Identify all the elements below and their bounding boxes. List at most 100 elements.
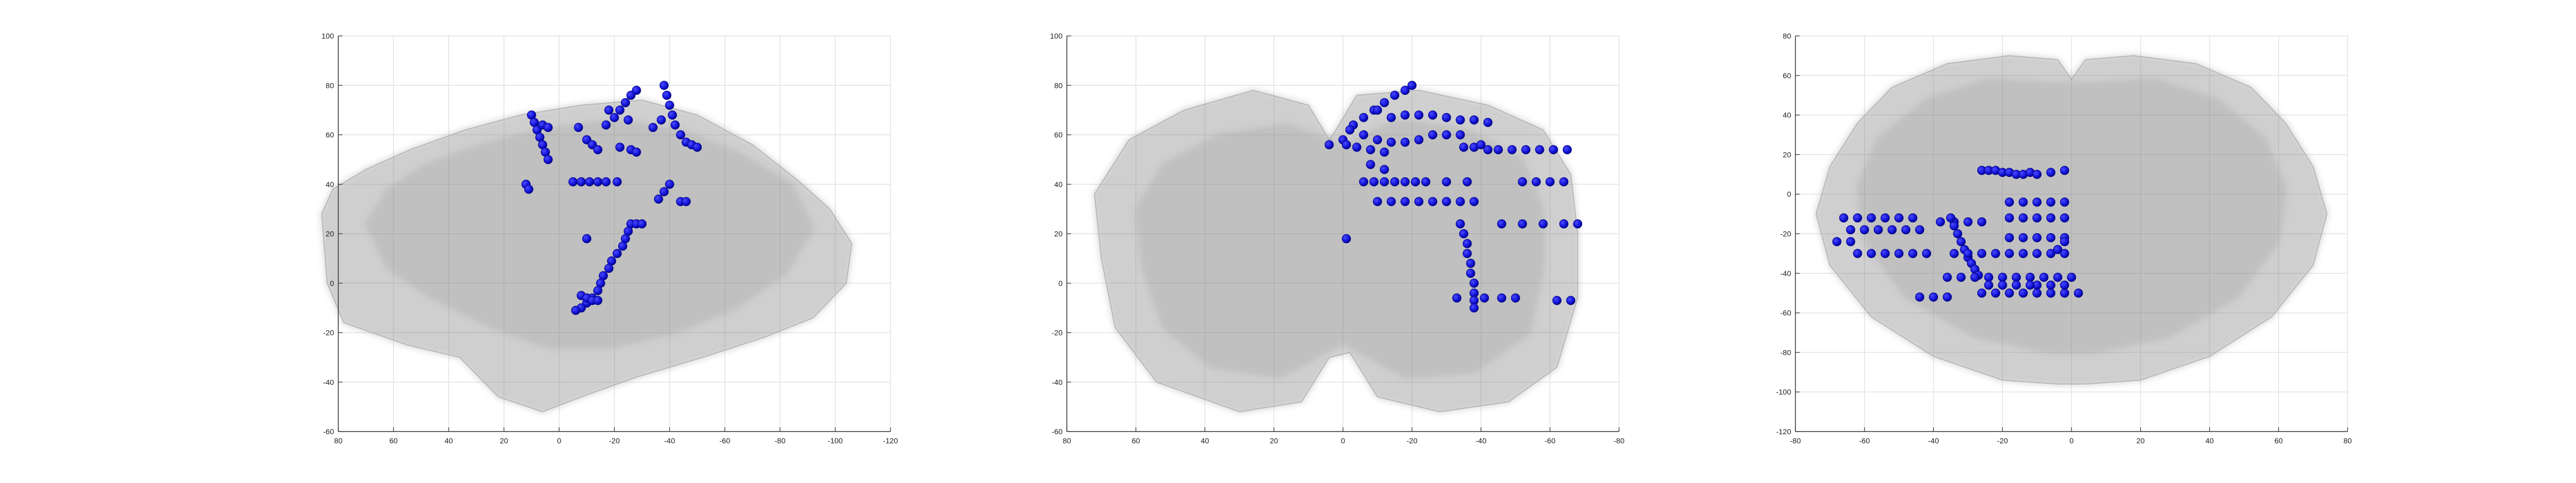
electrode-point bbox=[1483, 117, 1493, 127]
electrode-point bbox=[2018, 249, 2028, 258]
x-tick-label: -60 bbox=[719, 436, 730, 445]
electrode-point bbox=[1846, 237, 1855, 247]
x-tick-label: 0 bbox=[2069, 436, 2074, 445]
electrode-point bbox=[1559, 219, 1569, 229]
y-tick-label: -40 bbox=[323, 378, 334, 387]
x-tick-label: 60 bbox=[2274, 436, 2283, 445]
electrode-point bbox=[1428, 197, 1437, 206]
electrode-point bbox=[615, 143, 625, 152]
y-tick-label: -120 bbox=[1776, 427, 1791, 436]
electrode-point bbox=[1386, 137, 1396, 147]
electrode-point bbox=[1887, 225, 1897, 235]
electrode-point bbox=[1946, 213, 1956, 222]
electrode-point bbox=[1497, 219, 1506, 229]
x-tick-label: 80 bbox=[334, 436, 343, 445]
electrode-series bbox=[521, 80, 702, 315]
electrode-point bbox=[576, 177, 586, 187]
electrode-point bbox=[670, 120, 680, 130]
electrode-point bbox=[1386, 113, 1396, 122]
y-tick-label: 80 bbox=[325, 81, 334, 90]
electrode-point bbox=[1977, 288, 1987, 298]
electrode-point bbox=[2060, 237, 2069, 247]
y-tick-label: -100 bbox=[1776, 388, 1791, 396]
electrode-point bbox=[1459, 143, 1468, 152]
y-tick-label: 80 bbox=[1054, 81, 1063, 90]
electrode-point bbox=[1469, 278, 1479, 288]
y-tick-label: 0 bbox=[330, 279, 334, 287]
y-tick-label: 20 bbox=[1054, 229, 1063, 238]
electrode-point bbox=[1341, 234, 1351, 243]
electrode-point bbox=[1867, 213, 1876, 222]
electrode-point bbox=[1867, 249, 1876, 258]
electrode-point bbox=[2053, 272, 2062, 282]
x-tick-label: 40 bbox=[2206, 436, 2214, 445]
y-tick-label: 20 bbox=[1783, 150, 1791, 159]
y-tick-label: 60 bbox=[325, 131, 334, 139]
electrode-point bbox=[1562, 145, 1572, 154]
electrode-point bbox=[604, 264, 614, 273]
electrode-point bbox=[602, 120, 611, 130]
electrode-point bbox=[602, 177, 611, 187]
electrode-point bbox=[1456, 197, 1465, 206]
electrode-point bbox=[1494, 145, 1503, 154]
electrode-point bbox=[681, 197, 691, 206]
electrode-point bbox=[1532, 177, 1541, 187]
electrode-point bbox=[2046, 197, 2055, 207]
electrode-point bbox=[1345, 125, 1355, 135]
y-tick-label: -40 bbox=[1052, 378, 1063, 387]
electrode-point bbox=[665, 100, 674, 110]
y-tick-label: -20 bbox=[323, 329, 334, 337]
electrode-point bbox=[618, 241, 627, 251]
x-tick-label: 80 bbox=[1063, 436, 1071, 445]
electrode-point bbox=[1991, 249, 2000, 258]
electrode-point bbox=[1324, 140, 1334, 150]
electrode-point bbox=[2060, 280, 2069, 290]
y-tick-label: 40 bbox=[325, 180, 334, 189]
electrode-point bbox=[2032, 197, 2042, 207]
electrode-point bbox=[1956, 237, 1966, 247]
electrode-point bbox=[1880, 213, 1890, 222]
electrode-point bbox=[667, 110, 677, 120]
electrode-point bbox=[1991, 288, 2000, 298]
electrode-point bbox=[1497, 293, 1506, 303]
electrode-point bbox=[1908, 213, 1918, 222]
y-tick-label: -40 bbox=[1780, 269, 1791, 278]
electrode-point bbox=[1386, 197, 1396, 206]
x-tick-label: 0 bbox=[1341, 436, 1345, 445]
electrode-point bbox=[1573, 219, 1583, 229]
electrode-point bbox=[1400, 177, 1410, 187]
electrode-point bbox=[1400, 197, 1410, 206]
x-tick-label: -40 bbox=[1475, 436, 1486, 445]
electrode-point bbox=[1545, 177, 1555, 187]
y-tick-label: 0 bbox=[1058, 279, 1063, 287]
electrode-series bbox=[1324, 80, 1583, 313]
brain-inner-structure bbox=[1857, 79, 2287, 353]
electrode-point bbox=[1853, 213, 1862, 222]
x-tick-label: -100 bbox=[828, 436, 843, 445]
y-tick-label: 40 bbox=[1054, 180, 1063, 189]
y-tick-label: 20 bbox=[325, 229, 334, 238]
electrode-point bbox=[1901, 225, 1911, 235]
electrode-point bbox=[1359, 177, 1369, 187]
electrode-point bbox=[1469, 115, 1479, 125]
electrode-point bbox=[1518, 177, 1527, 187]
y-tick-label: 40 bbox=[1783, 111, 1791, 120]
electrode-point bbox=[1456, 130, 1465, 139]
x-tick-label: -80 bbox=[1790, 436, 1801, 445]
electrode-point bbox=[524, 184, 533, 194]
x-tick-label: -40 bbox=[1928, 436, 1939, 445]
electrode-point bbox=[2005, 288, 2014, 298]
electrode-point bbox=[1359, 113, 1369, 122]
y-tick-label: 100 bbox=[322, 32, 335, 40]
electrode-point bbox=[1480, 293, 1489, 303]
electrode-point bbox=[568, 177, 578, 187]
x-tick-label: -80 bbox=[1614, 436, 1624, 445]
electrode-point bbox=[1456, 115, 1465, 125]
electrode-point bbox=[1566, 296, 1576, 305]
y-tick-label: -80 bbox=[1780, 348, 1791, 356]
electrode-point bbox=[2032, 213, 2042, 222]
x-tick-label: -120 bbox=[883, 436, 898, 445]
electrode-point bbox=[2046, 249, 2055, 258]
electrode-point bbox=[632, 147, 641, 157]
electrode-point bbox=[1463, 239, 1472, 248]
